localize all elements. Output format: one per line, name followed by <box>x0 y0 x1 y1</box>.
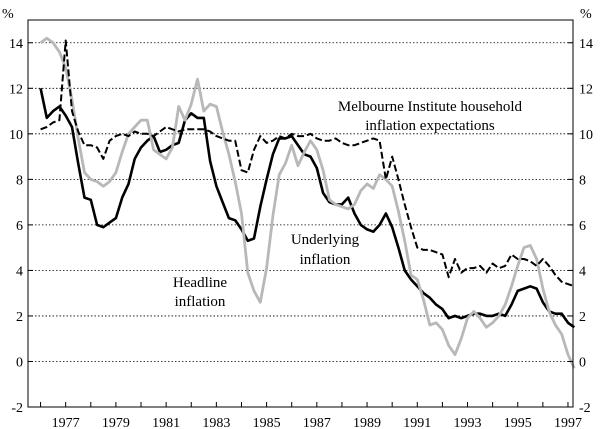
right-tick-label-14: 14 <box>579 37 593 52</box>
left-unit-label: % <box>2 7 14 22</box>
right-tick-label-10: 10 <box>579 128 593 143</box>
left-tick-label-0: 0 <box>16 355 23 370</box>
left-tick-label-10: 10 <box>9 128 23 143</box>
axes: -2 -2 0 0 2 2 4 4 6 6 8 8 10 10 12 12 14 14 1977 1979 1981 19… <box>9 37 593 429</box>
annotation-headline-line1: Headline <box>173 275 227 291</box>
x-tick-label-1977: 1977 <box>52 416 80 429</box>
left-tick-label-2: 2 <box>16 310 23 325</box>
left-tick-label-8: 8 <box>16 173 23 188</box>
plot-frame <box>27 19 574 408</box>
annotation-headline-line2: inflation <box>175 294 226 310</box>
series-line-expectations <box>40 39 575 288</box>
right-tick-label--2: -2 <box>579 401 591 416</box>
x-tick-label-1983: 1983 <box>202 416 230 429</box>
left-tick-label-12: 12 <box>9 82 23 97</box>
right-unit-label: % <box>580 7 592 22</box>
left-tick-label-14: 14 <box>9 37 23 52</box>
x-tick-label-1993: 1993 <box>454 416 482 429</box>
right-tick-label-8: 8 <box>579 173 586 188</box>
left-tick-label-6: 6 <box>16 219 23 234</box>
series-line-underlying <box>39 88 576 329</box>
right-tick-label-4: 4 <box>579 264 586 279</box>
annotation-expectations-line2: inflation expectations <box>365 118 495 134</box>
x-tick-label-1995: 1995 <box>504 416 532 429</box>
x-tick-label-1991: 1991 <box>403 416 431 429</box>
right-tick-label-12: 12 <box>579 82 593 97</box>
annotation-underlying-line1: Underlying <box>291 232 360 248</box>
left-tick-label--2: -2 <box>11 401 23 416</box>
x-tick-label-1979: 1979 <box>102 416 130 429</box>
right-tick-label-6: 6 <box>579 219 586 234</box>
right-tick-label-0: 0 <box>579 355 586 370</box>
left-tick-label-4: 4 <box>16 264 23 279</box>
right-tick-label-2: 2 <box>579 310 586 325</box>
x-tick-label-1989: 1989 <box>353 416 381 429</box>
x-tick-label-1997: 1997 <box>554 416 582 429</box>
x-tick-label-1985: 1985 <box>253 416 281 429</box>
gridlines <box>28 42 573 362</box>
x-tick-label-1981: 1981 <box>152 416 180 429</box>
series-lines <box>39 36 576 369</box>
annotation-underlying-line2: inflation <box>300 252 351 268</box>
series-line-headline <box>39 36 576 369</box>
x-tick-label-1987: 1987 <box>303 416 331 429</box>
annotation-expectations-line1: Melbourne Institute household <box>338 99 523 115</box>
